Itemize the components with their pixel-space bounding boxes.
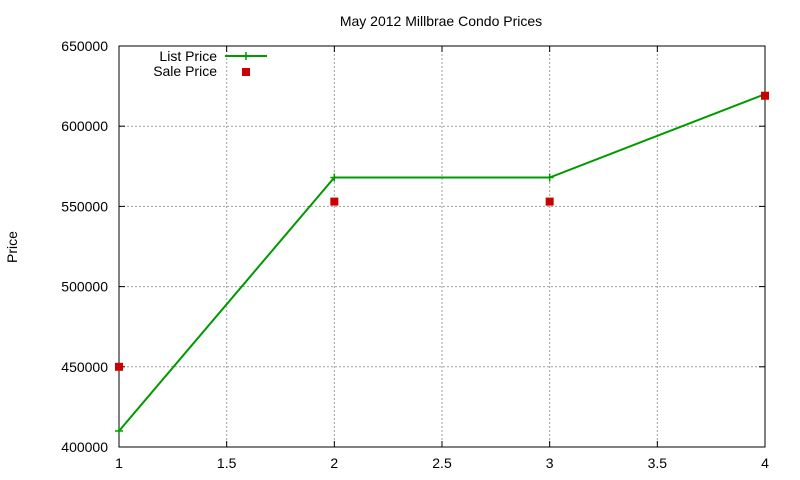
chart-title: May 2012 Millbrae Condo Prices [340, 13, 542, 29]
y-tick-label: 500000 [61, 279, 108, 295]
axis-ticks [118, 45, 766, 448]
x-tick-label: 3.5 [648, 455, 668, 471]
legend-swatch-list-price [225, 52, 267, 60]
list-price-line [118, 93, 766, 432]
grid [119, 46, 765, 447]
x-tick-label: 1 [115, 455, 123, 471]
x-tick-label: 4 [761, 455, 769, 471]
list-price-point [330, 173, 339, 182]
x-tick-label: 2 [330, 455, 338, 471]
legend-sale-price-marker [242, 68, 250, 76]
x-axis-tick-labels: 1 1.5 2 2.5 3 3.5 4 [115, 455, 769, 471]
y-axis-label: Price [4, 231, 20, 263]
legend-swatch-sale-price [242, 68, 250, 76]
y-tick-label: 400000 [61, 439, 108, 455]
sale-price-point [761, 91, 769, 100]
legend-list-price-marker [242, 52, 250, 60]
legend-label-sale-price: Sale Price [153, 63, 217, 79]
x-tick-label: 1.5 [217, 455, 237, 471]
sale-price-point [115, 362, 123, 371]
sale-price-point [545, 197, 554, 206]
y-tick-label: 450000 [61, 359, 108, 375]
legend: List Price Sale Price [153, 48, 267, 79]
y-tick-label: 550000 [61, 198, 108, 214]
y-axis-tick-labels: 400000 450000 500000 550000 600000 650000 [61, 38, 108, 455]
sale-price-point [330, 197, 339, 206]
y-tick-label: 650000 [61, 38, 108, 54]
list-price-point [545, 173, 554, 182]
series [115, 90, 769, 435]
list-price-point [115, 426, 123, 435]
y-tick-label: 600000 [61, 118, 108, 134]
legend-label-list-price: List Price [159, 48, 217, 64]
x-tick-label: 3 [546, 455, 554, 471]
x-tick-label: 2.5 [432, 455, 452, 471]
